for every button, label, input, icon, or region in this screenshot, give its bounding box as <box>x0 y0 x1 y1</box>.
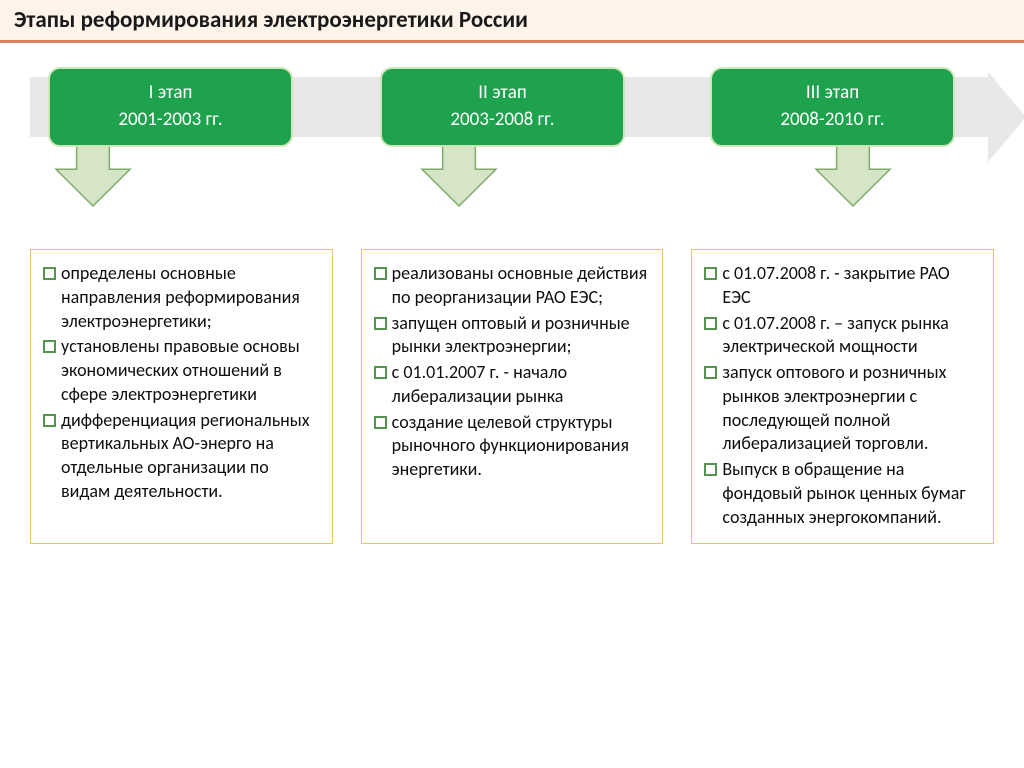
bullet-square-icon <box>43 267 56 280</box>
bullet-square-icon <box>704 366 717 379</box>
content-box-2: реализованы основные действия по реорган… <box>361 249 664 544</box>
list-item: Выпуск в обращение на фондовый рынок цен… <box>704 458 981 529</box>
list-item: создание целевой структуры рыночного фун… <box>374 411 651 482</box>
list-item-text: с 01.07.2008 г. - закрытие РАО ЕЭС <box>722 262 981 310</box>
list-item: запущен оптовый и розничные рынки электр… <box>374 312 651 360</box>
list-item: запуск оптового и розничных рынков элект… <box>704 361 981 456</box>
page-title-bar: Этапы реформирования электроэнергетики Р… <box>0 0 1024 43</box>
list-item-text: Выпуск в обращение на фондовый рынок цен… <box>722 458 981 529</box>
list-item-text: определены основные направления реформир… <box>61 262 320 333</box>
list-item-text: дифференциация региональных вертикальных… <box>61 409 320 504</box>
bullet-square-icon <box>374 366 387 379</box>
list-item-text: запущен оптовый и розничные рынки электр… <box>392 312 651 360</box>
list-item-text: запуск оптового и розничных рынков элект… <box>722 361 981 456</box>
bullet-square-icon <box>43 340 56 353</box>
stage-badge-3: III этап 2008-2010 гг. <box>710 67 955 147</box>
list-item-text: реализованы основные действия по реорган… <box>392 262 651 310</box>
timeline-arrow-tip <box>988 72 1024 162</box>
list-item-text: создание целевой структуры рыночного фун… <box>392 411 651 482</box>
stage-title: II этап <box>382 80 623 107</box>
bullet-square-icon <box>374 267 387 280</box>
content-row: определены основные направления реформир… <box>0 249 1024 544</box>
list-item-text: установлены правовые основы экономически… <box>61 335 320 406</box>
stage-years: 2001-2003 гг. <box>50 107 291 134</box>
bullet-square-icon <box>374 317 387 330</box>
bullet-square-icon <box>704 267 717 280</box>
list-item: с 01.01.2007 г. - начало либерализации р… <box>374 361 651 409</box>
bullet-square-icon <box>704 463 717 476</box>
list-item-text: с 01.01.2007 г. - начало либерализации р… <box>392 361 651 409</box>
page-title-text: Этапы реформирования электроэнергетики Р… <box>14 6 528 34</box>
list-item: с 01.07.2008 г. – запуск рынка электриче… <box>704 312 981 360</box>
timeline: I этап 2001-2003 гг. II этап 2003-2008 г… <box>30 67 994 149</box>
stage-title: III этап <box>712 80 953 107</box>
stage-title: I этап <box>50 80 291 107</box>
bullet-square-icon <box>704 317 717 330</box>
list-item: дифференциация региональных вертикальных… <box>43 409 320 504</box>
content-box-1: определены основные направления реформир… <box>30 249 333 544</box>
list-item-text: с 01.07.2008 г. – запуск рынка электриче… <box>722 312 981 360</box>
content-box-3: с 01.07.2008 г. - закрытие РАО ЕЭСс 01.0… <box>691 249 994 544</box>
list-item: с 01.07.2008 г. - закрытие РАО ЕЭС <box>704 262 981 310</box>
bullet-square-icon <box>43 414 56 427</box>
list-item: установлены правовые основы экономически… <box>43 335 320 406</box>
stage-years: 2008-2010 гг. <box>712 107 953 134</box>
list-item: определены основные направления реформир… <box>43 262 320 333</box>
bullet-square-icon <box>374 416 387 429</box>
list-item: реализованы основные действия по реорган… <box>374 262 651 310</box>
stage-years: 2003-2008 гг. <box>382 107 623 134</box>
stage-badge-2: II этап 2003-2008 гг. <box>380 67 625 147</box>
stage-badge-1: I этап 2001-2003 гг. <box>48 67 293 147</box>
